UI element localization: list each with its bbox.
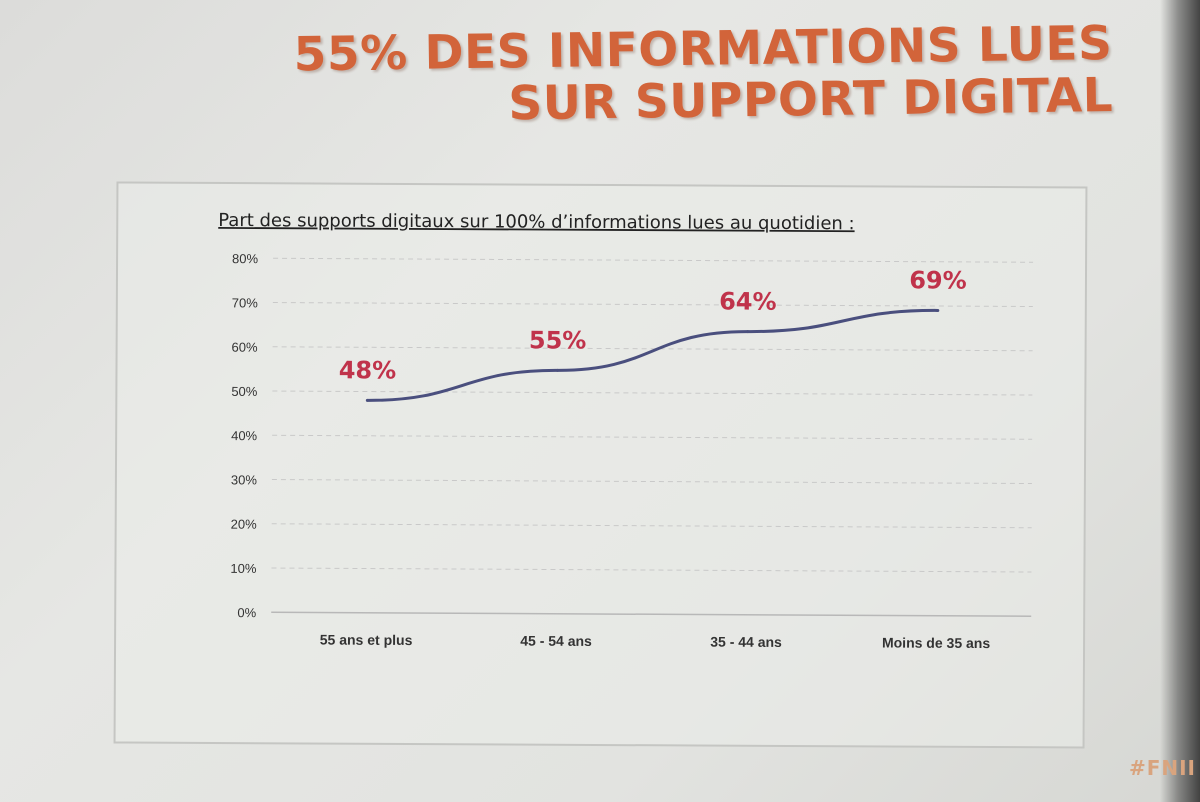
y-tick-label: 80% <box>232 251 259 266</box>
x-tick-label: 55 ans et plus <box>320 632 413 648</box>
line-chart: Part des supports digitaux sur 100% d’in… <box>218 210 1034 652</box>
data-point <box>936 308 940 312</box>
x-axis-ticks: 55 ans et plus 45 - 54 ans 35 - 44 ans Moin… <box>320 632 991 652</box>
gridline <box>271 523 1032 529</box>
series-line <box>367 308 938 402</box>
x-tick-label: 45 - 54 ans <box>520 633 592 649</box>
slide-title: 55% DES INFORMATIONS LUES SUR SUPPORT DI… <box>212 16 1113 135</box>
grid-layer <box>271 257 1034 618</box>
data-point <box>365 398 369 402</box>
data-label: 48% <box>339 356 397 384</box>
data-label: 55% <box>529 326 587 354</box>
chart-frame: Part des supports digitaux sur 100% d’in… <box>113 181 1088 749</box>
data-label: 64% <box>719 287 777 315</box>
y-tick-label: 10% <box>230 561 257 576</box>
data-point <box>555 368 559 372</box>
y-tick-label: 30% <box>231 472 258 487</box>
data-point <box>746 330 750 334</box>
data-label: 69% <box>909 266 967 294</box>
y-tick-label: 40% <box>231 428 258 443</box>
hashtag: #FNII <box>1128 756 1196 780</box>
y-tick-label: 50% <box>231 384 258 399</box>
y-tick-label: 20% <box>231 517 258 532</box>
x-axis-line <box>271 611 1032 618</box>
chart-title: Part des supports digitaux sur 100% d’in… <box>218 210 854 234</box>
gridline <box>271 479 1032 485</box>
gridline <box>272 302 1033 308</box>
y-tick-label: 60% <box>232 340 259 355</box>
gridline <box>272 346 1033 352</box>
gridline <box>271 567 1032 573</box>
y-tick-label: 70% <box>232 295 259 310</box>
y-tick-label: 0% <box>237 605 256 620</box>
gridline <box>272 390 1033 396</box>
x-tick-label: 35 - 44 ans <box>710 634 782 650</box>
x-tick-label: Moins de 35 ans <box>882 634 990 651</box>
gridline <box>273 257 1034 263</box>
data-labels: 48% 55% 64% 69% <box>339 266 967 384</box>
series-layer <box>365 308 940 402</box>
screen-edge <box>1160 0 1200 802</box>
y-axis-ticks: 0% 10% 20% 30% 40% 50% 60% 70% 80% <box>230 251 258 620</box>
gridline <box>272 434 1033 440</box>
